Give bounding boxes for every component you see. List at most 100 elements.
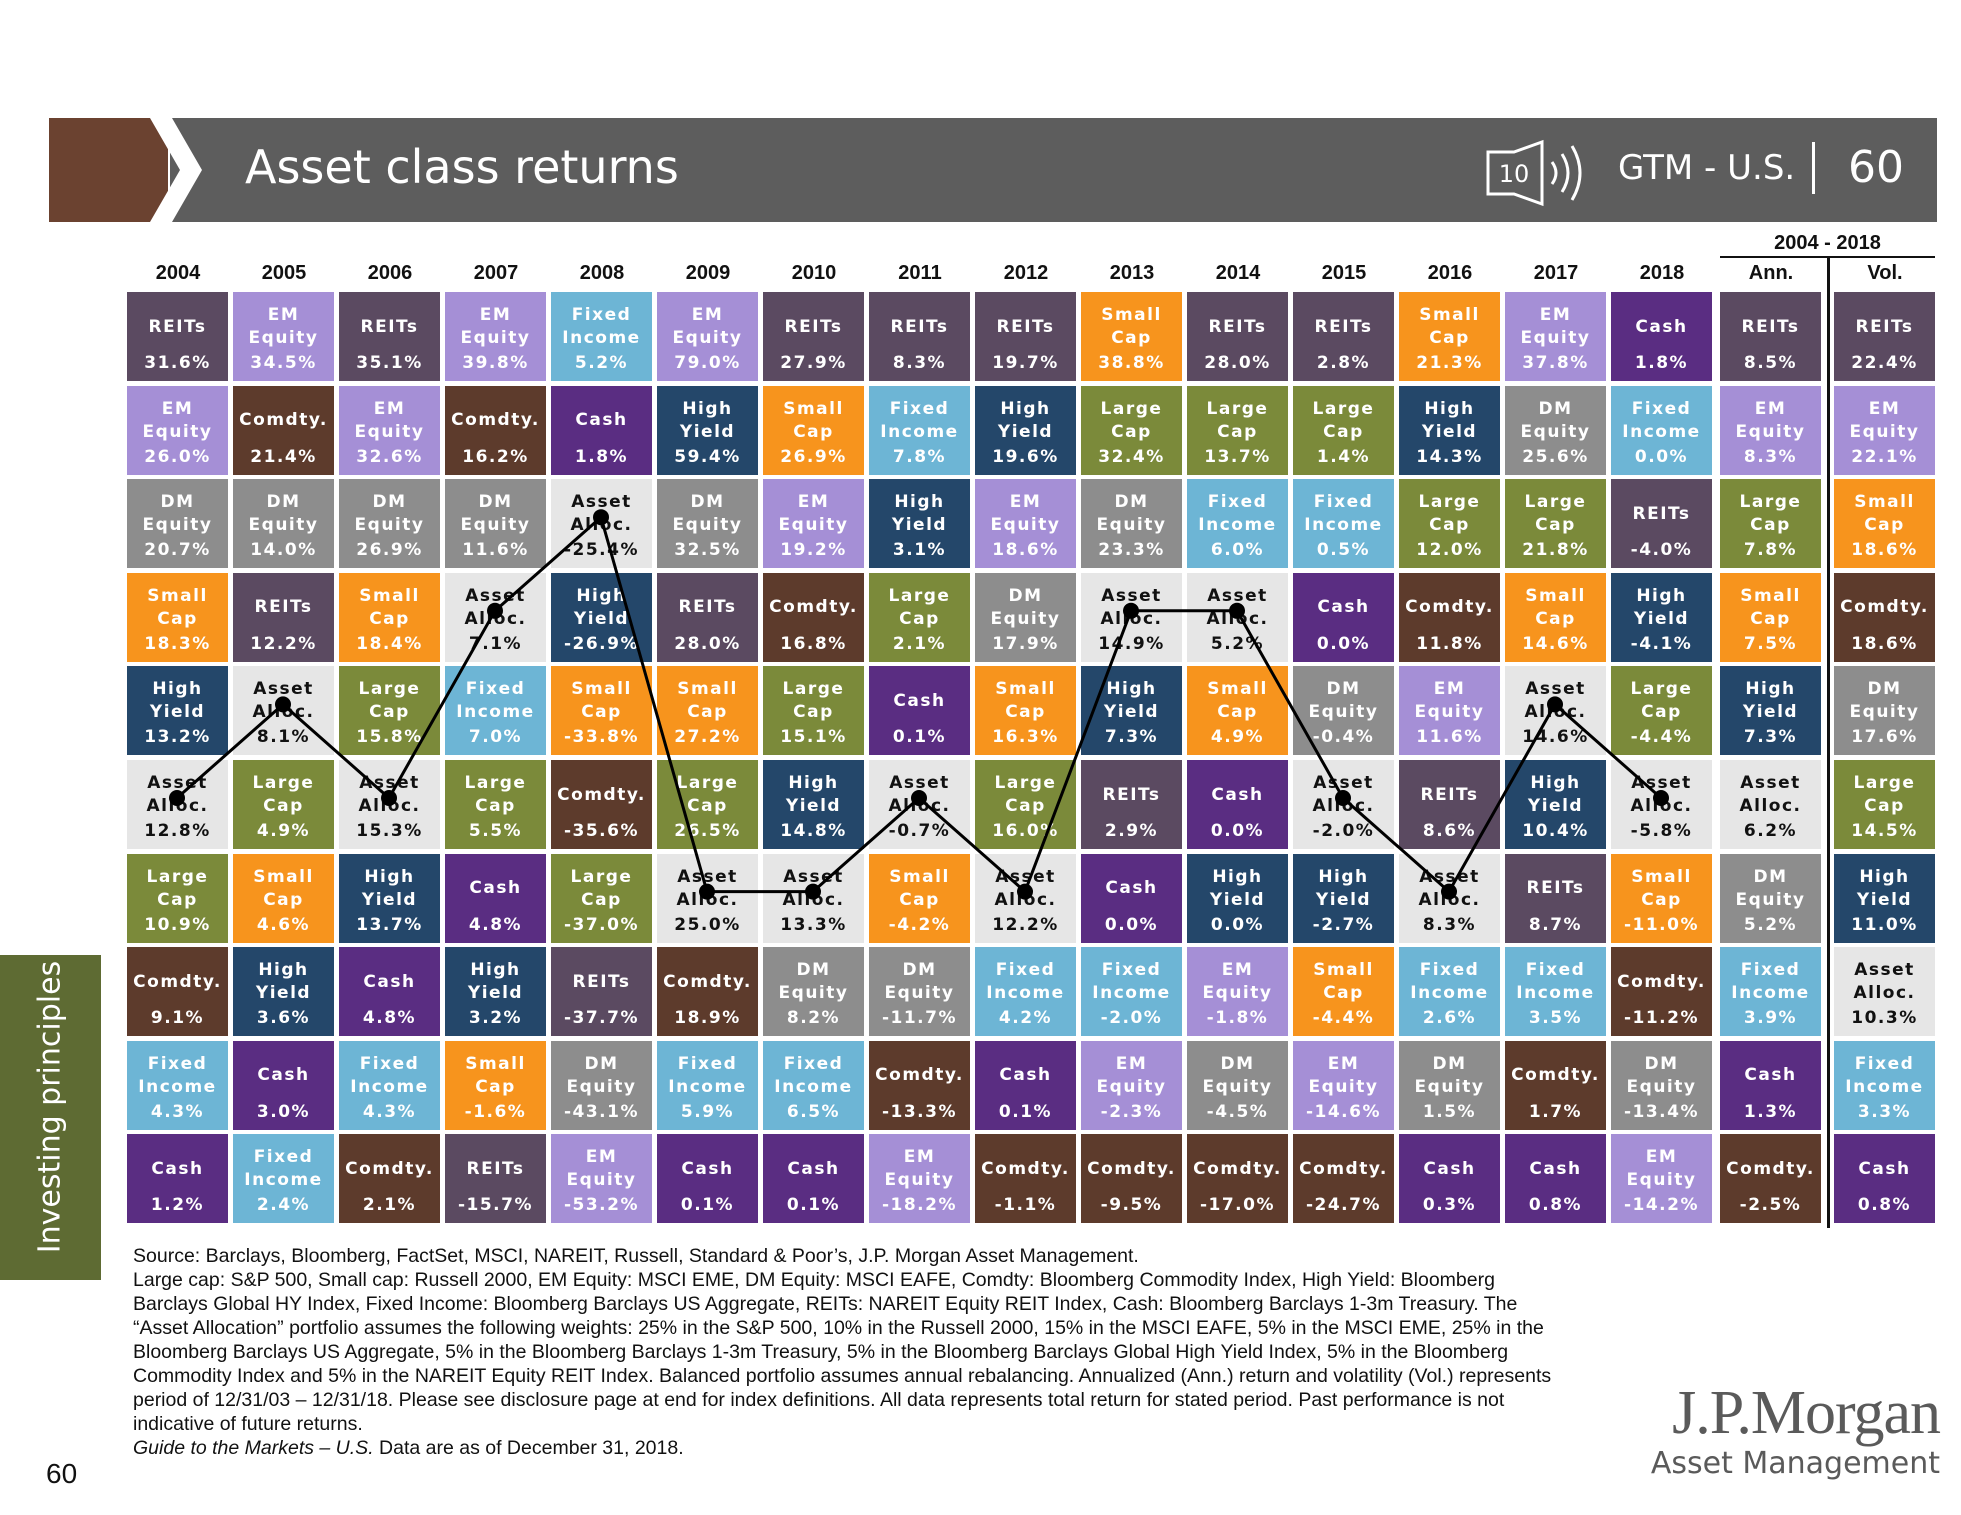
cell: Large Cap 32.4% bbox=[1081, 385, 1182, 475]
cell: Fixed Income -2.0% bbox=[1081, 947, 1182, 1037]
cell-value: 7.5% bbox=[1743, 633, 1798, 654]
cell: DM Equity -43.1% bbox=[551, 1040, 652, 1130]
cell-value: 12.2% bbox=[992, 914, 1059, 935]
cell-label: DM Equity bbox=[1849, 679, 1920, 723]
cell: High Yield 7.3% bbox=[1081, 666, 1182, 756]
cell-label-box: DM Equity bbox=[551, 1051, 652, 1101]
cell-value: 1.8% bbox=[574, 446, 629, 467]
cell-label: REITs bbox=[254, 597, 313, 618]
cell-label: Small Cap bbox=[1419, 305, 1480, 348]
cell-label: Small Cap bbox=[465, 1053, 526, 1097]
cell: Cash 0.8% bbox=[1505, 1134, 1606, 1224]
cell-label: Comdty. bbox=[1511, 1065, 1600, 1086]
column-heading: 2011 bbox=[898, 262, 942, 284]
cell-value: 18.6% bbox=[1851, 540, 1918, 561]
cell-label-box: Comdty. bbox=[445, 396, 546, 446]
cell-label-box: EM Equity bbox=[127, 396, 228, 446]
cell-label-box: REITs bbox=[975, 302, 1076, 352]
cell: Cash 0.1% bbox=[657, 1134, 758, 1224]
cell-label: Fixed Income bbox=[1092, 960, 1171, 1004]
cell: Asset Alloc. 12.2% bbox=[975, 853, 1076, 943]
cell-value: 14.3% bbox=[1416, 446, 1483, 467]
cell-label: High Yield bbox=[997, 398, 1054, 442]
cell-value: 5.2% bbox=[574, 353, 629, 373]
cell-label: Comdty. bbox=[239, 410, 328, 431]
column-heading: 2012 bbox=[1003, 262, 1049, 284]
cell-label: Comdty. bbox=[133, 971, 222, 992]
cell-value: -14.6% bbox=[1305, 1101, 1382, 1122]
cell-label: Cash bbox=[1635, 316, 1688, 337]
cell: Fixed Income 3.5% bbox=[1505, 947, 1606, 1037]
cell-label: EM Equity bbox=[248, 305, 319, 348]
cell: EM Equity 34.5% bbox=[233, 292, 334, 381]
cell-label-box: Asset Alloc. bbox=[127, 770, 228, 820]
cell-label: Small Cap bbox=[783, 398, 844, 442]
cell-label: Fixed Income bbox=[456, 679, 535, 723]
cell: DM Equity 26.9% bbox=[339, 479, 440, 569]
cell-label-box: High Yield bbox=[1081, 676, 1182, 726]
cell: Large Cap -4.4% bbox=[1611, 666, 1712, 756]
cell-label-box: Fixed Income bbox=[1187, 489, 1288, 539]
cell-label: Comdty. bbox=[1193, 1158, 1282, 1179]
cell-value: 34.5% bbox=[250, 353, 317, 373]
cell-label-box: Fixed Income bbox=[339, 1051, 440, 1101]
cell: REITs 35.1% bbox=[339, 292, 440, 381]
cell-label-box: Large Cap bbox=[1187, 396, 1288, 446]
cell-value: 2.1% bbox=[892, 633, 947, 654]
cell-label-box: DM Equity bbox=[1293, 676, 1394, 726]
cell-value: 5.2% bbox=[1210, 633, 1265, 654]
cell-label: Cash bbox=[1211, 784, 1264, 805]
cell-value: -11.2% bbox=[1623, 1008, 1700, 1029]
cell: Large Cap 15.1% bbox=[763, 666, 864, 756]
cell: Large Cap 13.7% bbox=[1187, 385, 1288, 475]
logo-name: J.P.Morgan bbox=[1672, 1379, 1941, 1447]
cell-label-box: DM Equity bbox=[1399, 1051, 1500, 1101]
cell: Small Cap -4.2% bbox=[869, 853, 970, 943]
cell-value: -37.7% bbox=[563, 1008, 640, 1029]
cell-label-box: Fixed Income bbox=[975, 957, 1076, 1007]
cell-label-box: Cash bbox=[975, 1051, 1076, 1101]
cell-label-box: High Yield bbox=[1720, 676, 1821, 726]
cell-value: -26.9% bbox=[563, 633, 640, 654]
cell-label-box: REITs bbox=[1399, 770, 1500, 820]
cell-label-box: EM Equity bbox=[1720, 396, 1821, 446]
cell: Cash 0.0% bbox=[1187, 760, 1288, 849]
cell-value: 8.3% bbox=[1422, 914, 1477, 935]
cell-value: -2.0% bbox=[1312, 821, 1375, 841]
cell-label-box: REITs bbox=[445, 1144, 546, 1194]
cell: DM Equity 32.5% bbox=[657, 479, 758, 569]
cell-label-box: High Yield bbox=[1187, 864, 1288, 914]
cell: Asset Alloc. 6.2% bbox=[1720, 760, 1821, 849]
cell-label-box: EM Equity bbox=[1505, 302, 1606, 352]
cell-label-box: Small Cap bbox=[127, 583, 228, 633]
cell-value: 6.0% bbox=[1210, 540, 1265, 561]
cell-label: Large Cap bbox=[888, 585, 951, 629]
cell-label-box: Cash bbox=[445, 864, 546, 914]
cell-value: 3.3% bbox=[1857, 1101, 1912, 1122]
cell-value: 11.6% bbox=[462, 540, 529, 561]
cell-label: Cash bbox=[151, 1158, 204, 1179]
cell-label: Small Cap bbox=[677, 679, 738, 723]
logo: J.P.Morgan Asset Management bbox=[1640, 1379, 1941, 1482]
cell: Cash 0.1% bbox=[869, 666, 970, 756]
cell-value: 4.3% bbox=[362, 1101, 417, 1122]
cell: Cash 1.3% bbox=[1720, 1040, 1821, 1130]
cell-value: -13.4% bbox=[1623, 1101, 1700, 1122]
cell-label-box: Cash bbox=[1399, 1144, 1500, 1194]
cell-label-box: Comdty. bbox=[1611, 957, 1712, 1007]
cell-label: Small Cap bbox=[1525, 585, 1586, 629]
cell-value: 14.6% bbox=[1522, 727, 1589, 748]
cell-value: -2.7% bbox=[1312, 914, 1375, 935]
cell-label-box: EM Equity bbox=[657, 302, 758, 352]
cell-value: 31.6% bbox=[144, 353, 211, 373]
cell-value: 8.3% bbox=[1743, 446, 1798, 467]
cell: Large Cap 2.1% bbox=[869, 572, 970, 662]
cell-label-box: Comdty. bbox=[1187, 1144, 1288, 1194]
cell-label: High Yield bbox=[679, 398, 736, 442]
cell-label: REITs bbox=[466, 1158, 525, 1179]
cell-label: Small Cap bbox=[147, 585, 208, 629]
cell: Cash 4.8% bbox=[445, 853, 546, 943]
cell: REITs 8.6% bbox=[1399, 760, 1500, 849]
cell-label-box: Comdty. bbox=[869, 1051, 970, 1101]
